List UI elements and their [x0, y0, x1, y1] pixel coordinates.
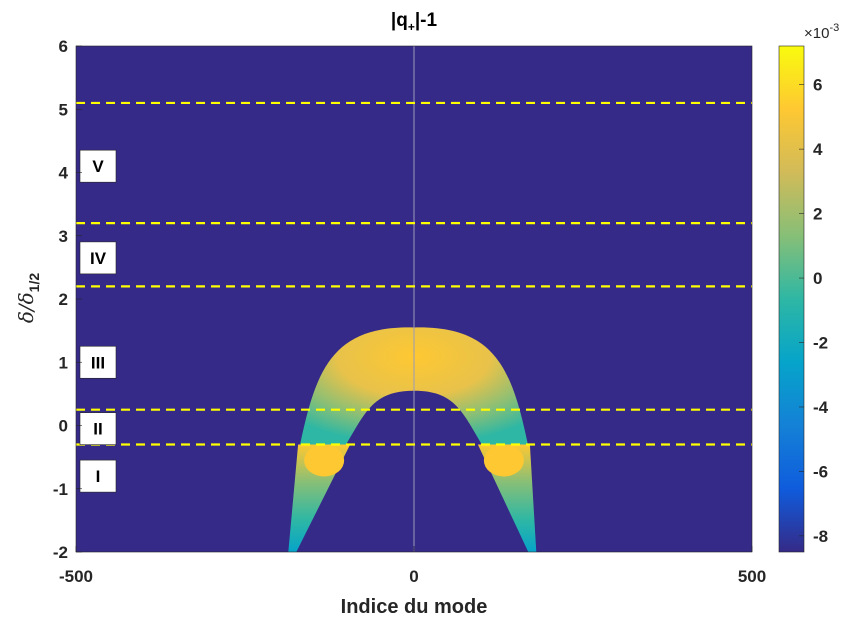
x-tick-label: 0 [409, 567, 418, 586]
region-label-text: I [96, 467, 101, 486]
region-label: V [79, 149, 117, 183]
region-label-box [79, 241, 117, 275]
colorbar-exponent: ×10-3 [804, 22, 839, 42]
region-label: IV [79, 241, 117, 275]
region-label-text: III [91, 353, 105, 372]
y-axis-ticks: -2 -1 0 1 2 3 4 5 6 [53, 37, 82, 562]
y-axis-label: δ/δ1/2 [14, 273, 42, 324]
y-tick-label: 1 [59, 353, 68, 372]
colorbar-tick-label: 2 [813, 205, 822, 224]
colorbar-tick-label: -6 [813, 462, 828, 481]
y-tick-label: 3 [59, 227, 68, 246]
right-hotspot [483, 444, 524, 477]
x-tick-label: -500 [59, 567, 93, 586]
region-label-box [79, 345, 117, 379]
chart-title: |q+|-1 [391, 10, 438, 34]
region-label-text: IV [90, 249, 107, 268]
region-label-box [79, 149, 117, 183]
x-tick-label: 500 [738, 567, 766, 586]
region-label-text: V [92, 157, 104, 176]
x-axis-label: Indice du mode [341, 596, 488, 618]
colorbar: -8 -6 -4 -2 0 2 4 6 ×10-3 [778, 22, 839, 553]
colorbar-tick-label: 0 [813, 269, 822, 288]
y-tick-label: 4 [59, 164, 69, 183]
left-hotspot [304, 444, 345, 477]
y-tick-label: 5 [59, 100, 68, 119]
colorbar-tick-label: 4 [813, 140, 823, 159]
region-label: III [79, 345, 117, 379]
colorbar-tick-label: -4 [813, 398, 829, 417]
x-axis-ticks: -500 0 500 [59, 546, 766, 586]
colorbar-tick-label: 6 [813, 76, 822, 95]
y-tick-label: -2 [53, 543, 68, 562]
region-label: II [79, 412, 117, 445]
region-label: I [79, 459, 117, 493]
colorbar-tick-label: -2 [813, 334, 828, 353]
y-tick-label: 0 [59, 417, 68, 436]
region-boundaries [76, 101, 752, 446]
colorbar-ticks: -8 -6 -4 -2 0 2 4 6 [799, 76, 829, 546]
colorbar-gradient [778, 45, 805, 553]
y-tick-label: -1 [53, 480, 68, 499]
region-label-box [79, 412, 117, 445]
colorbar-tick-label: -8 [813, 527, 828, 546]
y-tick-label: 6 [59, 37, 68, 56]
region-label-text: II [93, 420, 102, 439]
y-tick-label: 2 [59, 290, 68, 309]
region-label-box [79, 459, 117, 493]
